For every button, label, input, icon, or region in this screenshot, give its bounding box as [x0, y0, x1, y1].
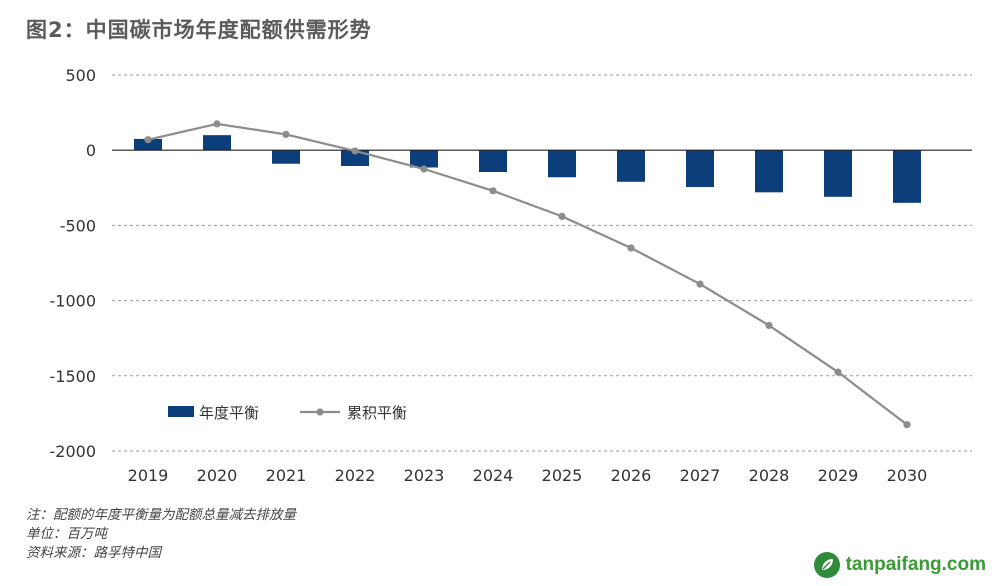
x-tick-label: 2028: [749, 466, 790, 485]
x-tick-label: 2025: [542, 466, 583, 485]
bar-2029: [824, 150, 852, 197]
x-tick-labels: 2019 2020 2021 2022 2023 2024 2025 2026 2027 2028…: [128, 466, 928, 485]
leaf-logo-icon: [813, 552, 840, 578]
chart-title: 图2：中国碳市场年度配额供需形势: [26, 18, 372, 42]
legend-bar-swatch: [168, 406, 194, 417]
cumulative-line: [147, 122, 908, 426]
x-tick-label: 2021: [266, 466, 307, 485]
point-2027: [696, 280, 704, 288]
point-2024: [489, 187, 497, 195]
point-2021: [282, 130, 290, 139]
bar-2026: [617, 150, 645, 182]
watermark-text: tanpaifang.com: [845, 554, 986, 575]
bar-2028: [755, 150, 783, 193]
x-tick-label: 2026: [611, 466, 652, 485]
legend-line-marker: [316, 408, 324, 416]
y-tick-label: -2000: [50, 442, 97, 461]
bar-2019: [134, 138, 162, 151]
point-2026: [627, 244, 635, 252]
unit-text: 单位：百万吨: [26, 526, 107, 542]
source-text: 资料来源：路孚特中国: [26, 545, 161, 561]
x-tick-label: 2030: [887, 466, 928, 485]
gridlines: [112, 74, 972, 452]
point-2023: [420, 165, 428, 173]
y-tick-label: -1000: [50, 292, 97, 311]
bar-2027: [686, 150, 714, 188]
x-tick-label: 2020: [197, 466, 238, 485]
footnotes: 注：配额的年度平衡量为配额总量减去排放量 单位：百万吨 资料来源：路孚特中国: [26, 506, 296, 563]
note-text: 注：配额的年度平衡量为配额总量减去排放量: [26, 507, 296, 523]
bar-2020: [203, 135, 231, 151]
legend-line-label: 累积平衡: [347, 404, 407, 422]
y-tick-label: -500: [60, 216, 96, 235]
bar-2030: [893, 150, 921, 203]
point-2019: [144, 136, 152, 144]
y-tick-label: -1500: [50, 367, 97, 386]
x-tick-label: 2019: [128, 466, 169, 485]
y-tick-label: 0: [86, 141, 96, 160]
bar-2023: [410, 150, 438, 168]
x-tick-label: 2027: [680, 466, 721, 485]
point-2022: [351, 147, 359, 155]
bar-2024: [479, 150, 507, 173]
bar-2025: [548, 150, 576, 178]
x-tick-label: 2024: [473, 466, 514, 485]
bar-series: [134, 135, 921, 203]
y-tick-label: 500: [65, 66, 96, 85]
bar-2021: [272, 150, 300, 164]
x-tick-label: 2029: [818, 466, 859, 485]
line-series: [144, 120, 911, 429]
point-2030: [903, 421, 911, 429]
point-2028: [765, 321, 773, 330]
point-2025: [558, 212, 566, 220]
y-tick-labels: 500 0 -500 -1000 -1500 -2000: [50, 66, 97, 461]
watermark: tanpaifang.com: [813, 552, 986, 578]
legend: 年度平衡 累积平衡: [168, 404, 407, 422]
x-tick-label: 2023: [404, 466, 445, 485]
point-2029: [834, 368, 842, 376]
point-2020: [213, 120, 221, 128]
bar-2022: [341, 150, 369, 166]
x-tick-label: 2022: [335, 466, 376, 485]
legend-bar-label: 年度平衡: [199, 404, 259, 422]
